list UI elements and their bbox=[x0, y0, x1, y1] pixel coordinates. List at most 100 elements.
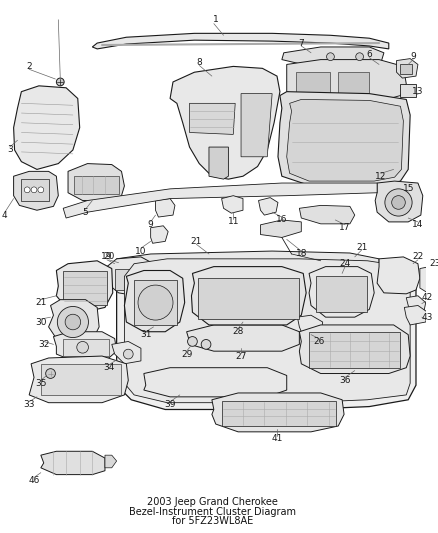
Text: 21: 21 bbox=[191, 237, 202, 246]
Text: 12: 12 bbox=[375, 172, 387, 181]
Polygon shape bbox=[29, 356, 128, 403]
Polygon shape bbox=[155, 199, 175, 217]
Text: 2003 Jeep Grand Cherokee: 2003 Jeep Grand Cherokee bbox=[148, 497, 278, 507]
Polygon shape bbox=[396, 59, 418, 78]
Polygon shape bbox=[14, 172, 58, 210]
Text: 30: 30 bbox=[35, 318, 46, 327]
Polygon shape bbox=[92, 34, 389, 49]
Polygon shape bbox=[338, 72, 369, 94]
Circle shape bbox=[57, 306, 88, 337]
Circle shape bbox=[385, 189, 412, 216]
Polygon shape bbox=[57, 261, 113, 311]
Text: 34: 34 bbox=[103, 363, 115, 372]
Polygon shape bbox=[241, 94, 272, 157]
Polygon shape bbox=[74, 176, 119, 193]
Polygon shape bbox=[400, 64, 412, 74]
Polygon shape bbox=[400, 84, 416, 98]
Circle shape bbox=[24, 187, 30, 193]
Polygon shape bbox=[63, 183, 377, 218]
Polygon shape bbox=[14, 86, 80, 169]
Polygon shape bbox=[309, 266, 374, 317]
Polygon shape bbox=[297, 315, 323, 337]
Text: 21: 21 bbox=[35, 298, 46, 307]
Polygon shape bbox=[49, 300, 99, 344]
Circle shape bbox=[356, 53, 364, 61]
Polygon shape bbox=[68, 164, 124, 200]
Polygon shape bbox=[124, 271, 185, 332]
Text: 42: 42 bbox=[422, 293, 433, 302]
Polygon shape bbox=[287, 100, 403, 181]
Polygon shape bbox=[404, 305, 427, 325]
Polygon shape bbox=[299, 205, 355, 224]
Text: 9: 9 bbox=[410, 52, 416, 61]
Text: 43: 43 bbox=[422, 313, 433, 321]
Polygon shape bbox=[151, 226, 168, 243]
Polygon shape bbox=[41, 364, 121, 395]
Circle shape bbox=[138, 285, 173, 320]
Text: 21: 21 bbox=[356, 243, 367, 252]
Circle shape bbox=[38, 187, 44, 193]
Text: 24: 24 bbox=[339, 259, 351, 268]
Circle shape bbox=[392, 196, 405, 209]
Polygon shape bbox=[377, 257, 420, 294]
Text: 11: 11 bbox=[227, 217, 239, 227]
Text: 17: 17 bbox=[339, 223, 351, 232]
Text: 7: 7 bbox=[298, 38, 304, 47]
Text: 8: 8 bbox=[196, 58, 202, 67]
Text: 46: 46 bbox=[28, 476, 40, 485]
Polygon shape bbox=[21, 179, 49, 200]
Circle shape bbox=[327, 53, 334, 61]
Text: 10: 10 bbox=[135, 247, 147, 255]
Polygon shape bbox=[261, 220, 301, 238]
Text: 41: 41 bbox=[271, 434, 283, 443]
Polygon shape bbox=[105, 455, 117, 468]
Text: for 5FZ23WL8AE: for 5FZ23WL8AE bbox=[172, 516, 254, 526]
Text: 31: 31 bbox=[140, 330, 152, 339]
Circle shape bbox=[65, 314, 81, 330]
Polygon shape bbox=[53, 332, 117, 361]
Polygon shape bbox=[297, 72, 330, 94]
Text: 39: 39 bbox=[164, 400, 176, 409]
Text: 9: 9 bbox=[148, 220, 154, 229]
Text: 14: 14 bbox=[412, 220, 424, 229]
Polygon shape bbox=[63, 338, 109, 356]
Text: 35: 35 bbox=[35, 379, 46, 387]
Polygon shape bbox=[144, 368, 287, 397]
Polygon shape bbox=[191, 266, 306, 325]
Text: 23: 23 bbox=[430, 259, 438, 268]
Circle shape bbox=[57, 78, 64, 86]
Polygon shape bbox=[115, 269, 148, 290]
Circle shape bbox=[46, 369, 55, 378]
Text: 15: 15 bbox=[403, 184, 414, 193]
Text: 36: 36 bbox=[339, 376, 351, 385]
Text: 32: 32 bbox=[38, 340, 49, 349]
Polygon shape bbox=[209, 147, 228, 179]
Polygon shape bbox=[375, 181, 423, 222]
Polygon shape bbox=[282, 47, 384, 67]
Text: 16: 16 bbox=[276, 215, 288, 224]
Text: 27: 27 bbox=[235, 352, 247, 360]
Circle shape bbox=[392, 195, 400, 203]
Polygon shape bbox=[406, 296, 426, 314]
Text: 3: 3 bbox=[7, 146, 13, 155]
Polygon shape bbox=[190, 103, 235, 134]
Circle shape bbox=[124, 349, 133, 359]
Text: 28: 28 bbox=[233, 327, 244, 336]
Text: 5: 5 bbox=[83, 208, 88, 217]
Text: 13: 13 bbox=[412, 87, 424, 96]
Polygon shape bbox=[278, 92, 410, 186]
Text: 33: 33 bbox=[23, 400, 35, 409]
Polygon shape bbox=[134, 280, 177, 325]
Text: 29: 29 bbox=[181, 350, 192, 359]
Text: 20: 20 bbox=[103, 253, 115, 261]
Text: 22: 22 bbox=[412, 253, 424, 261]
Circle shape bbox=[31, 187, 37, 193]
Text: 4: 4 bbox=[2, 211, 8, 220]
Polygon shape bbox=[299, 325, 410, 374]
Polygon shape bbox=[222, 401, 336, 426]
Polygon shape bbox=[212, 393, 344, 432]
Text: 19: 19 bbox=[101, 253, 113, 261]
Text: 18: 18 bbox=[296, 249, 307, 259]
Text: 1: 1 bbox=[213, 15, 219, 24]
Text: Bezel-Instrument Cluster Diagram: Bezel-Instrument Cluster Diagram bbox=[129, 506, 297, 516]
